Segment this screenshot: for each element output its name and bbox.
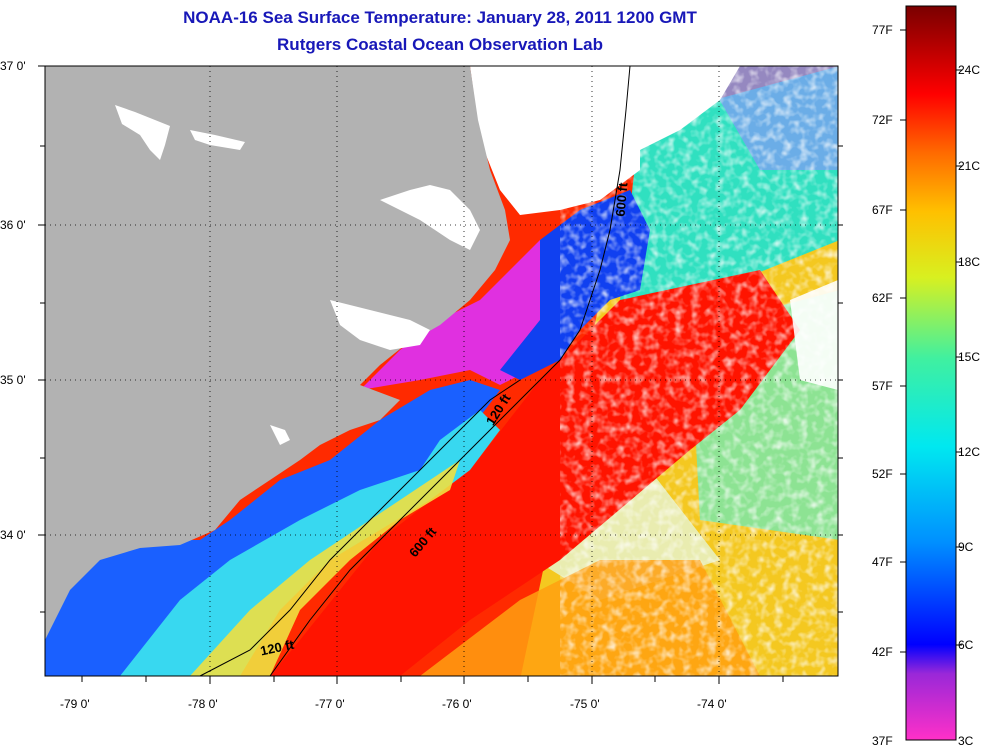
no-data-northeast	[640, 66, 740, 150]
cbar-c-9: 9C	[958, 540, 974, 554]
albemarle-sound	[380, 185, 480, 250]
lon-label-78: -78 0'	[188, 697, 218, 711]
cbar-c-21: 21C	[958, 159, 981, 173]
lake-gaston	[115, 105, 170, 160]
colorbar	[905, 5, 957, 741]
lat-label-36: 36 0'	[0, 218, 26, 232]
cbar-f-62: 62F	[872, 291, 893, 305]
grid-lines	[45, 66, 838, 676]
contour-label-120ft-bottom: 120 ft	[259, 637, 296, 659]
land-carolinas	[45, 66, 510, 640]
cbar-c-24: 24C	[958, 63, 981, 77]
lat-label-34: 34 0'	[0, 528, 26, 542]
cbar-f-42: 42F	[872, 645, 893, 659]
lat-label-35: 35 0'	[0, 373, 26, 387]
cbar-f-77: 77F	[872, 23, 893, 37]
lon-label-76: -76 0'	[442, 697, 472, 711]
sst-shelf-mid	[120, 410, 500, 676]
contour-600ft-north	[539, 65, 631, 381]
lon-label-77: -77 0'	[315, 697, 345, 711]
cbar-c-3: 3C	[958, 734, 974, 748]
lat-label-37: 37 0'	[0, 59, 26, 73]
lon-label-79: -79 0'	[60, 697, 90, 711]
bathymetry-contours	[199, 65, 631, 677]
contour-600ft-south	[269, 379, 541, 677]
cbar-c-6: 6C	[958, 638, 974, 652]
map-title: NOAA-16 Sea Surface Temperature: January…	[183, 8, 697, 27]
lon-label-74: -74 0'	[697, 697, 727, 711]
map-frame	[44, 65, 839, 677]
colorbar-ticks	[900, 29, 962, 653]
cbar-f-67: 67F	[872, 203, 893, 217]
cape-fear-river	[270, 425, 290, 445]
cbar-c-18: 18C	[958, 255, 981, 269]
neuse-river	[330, 300, 430, 350]
map-subtitle: Rutgers Coastal Ocean Observation Lab	[277, 35, 603, 54]
cbar-f-72: 72F	[872, 113, 893, 127]
axis-ticks	[38, 65, 843, 684]
contour-label-600ft-north: 600 ft	[613, 181, 631, 217]
cbar-c-12: 12C	[958, 445, 981, 459]
no-data-east	[790, 280, 838, 390]
cbar-f-47: 47F	[872, 555, 893, 569]
cbar-f-52: 52F	[872, 467, 893, 481]
sst-shelf-cold	[45, 380, 500, 676]
contour-120ft	[199, 379, 521, 677]
sst-shelf-warm	[190, 460, 460, 676]
cbar-c-15: 15C	[958, 350, 981, 364]
lake-kerr	[190, 130, 245, 150]
cbar-f-57: 57F	[872, 379, 893, 393]
cbar-f-37: 37F	[872, 734, 893, 748]
lon-label-75: -75 0'	[570, 697, 600, 711]
no-data-north	[470, 66, 640, 215]
